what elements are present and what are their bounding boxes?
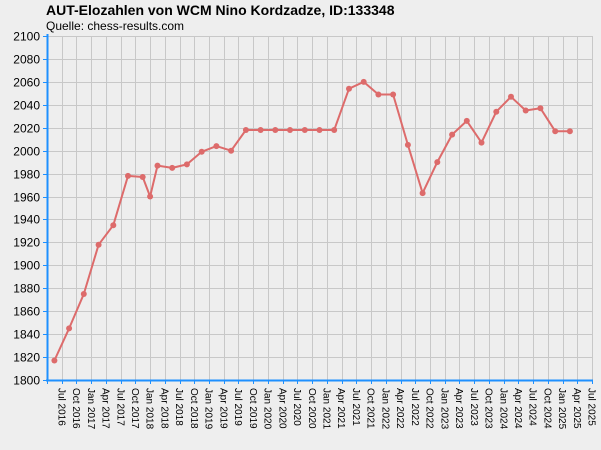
x-tick-label: Jul 2025 [586,388,597,426]
data-point [110,222,117,229]
x-tick-label: Jul 2021 [350,388,361,426]
data-points [51,78,573,364]
data-point [360,78,367,85]
data-point [390,91,397,98]
chart-source: Quelle: chess-results.com [46,19,185,33]
data-point [66,325,73,332]
x-tick-label: Jan 2021 [321,388,332,430]
y-tick-label: 2020 [13,122,40,136]
x-tick-label: Oct 2021 [365,388,376,429]
x-tick-label: Oct 2016 [70,388,81,429]
x-tick-label: Apr 2024 [512,388,523,429]
data-point [51,357,58,364]
data-point [478,139,485,146]
data-point [537,105,544,112]
data-point [301,127,308,133]
data-point [434,159,441,166]
data-point [95,241,102,248]
data-point [139,174,146,180]
x-tick-label: Oct 2020 [306,388,317,429]
data-point [508,93,514,100]
x-tick-label: Oct 2017 [129,388,140,429]
data-point [566,128,573,135]
data-point [183,161,190,168]
data-point [463,117,470,124]
data-point [419,190,426,197]
data-point [228,147,235,154]
x-tick-label: Jul 2019 [232,388,243,426]
y-tick-label: 1980 [13,168,40,182]
y-tick-label: 2000 [13,145,40,159]
x-tick-label: Apr 2025 [571,388,582,429]
x-tick-label: Oct 2019 [247,388,258,429]
x-tick-label: Oct 2018 [188,388,199,429]
y-tick-label: 1940 [13,213,40,227]
data-point [154,162,161,169]
data-point [80,291,87,297]
data-point [213,143,220,150]
x-tick-labels: Jul 2016 Oct 2016 Jan 2017 Apr 2017 Jul 2017… [55,388,596,430]
y-tick-label: 1920 [13,236,40,250]
data-point [147,193,154,200]
data-point [449,131,456,138]
x-tick-label: Jul 2016 [55,388,66,426]
x-tick-label: Jul 2020 [291,388,302,426]
x-tick-label: Jan 2024 [497,388,508,430]
data-point [493,108,500,115]
x-tick-label: Oct 2023 [483,388,494,429]
y-tick-labels: 1800 1820 1840 1860 1880 1900 1920 1940 1960 1980… [13,30,40,388]
x-tick-label: Jul 2017 [114,388,125,426]
data-point [346,85,352,92]
y-tick-label: 2100 [13,30,40,44]
data-point [257,127,264,133]
data-point [198,148,205,155]
y-tick-label: 1860 [13,305,40,319]
x-tick-label: Oct 2024 [541,388,552,429]
data-point [331,127,338,133]
data-point [242,127,249,133]
x-tick-label: Jan 2017 [85,388,96,430]
x-tick-label: Oct 2022 [424,388,435,429]
data-point [404,141,411,148]
x-tick-label: Apr 2019 [217,388,228,429]
x-tick-label: Jul 2023 [468,388,479,426]
x-tick-label: Jul 2024 [527,388,538,426]
data-point [125,172,131,179]
y-tick-label: 1960 [13,191,40,205]
y-tick-label: 1900 [13,259,40,273]
x-tick-label: Jan 2023 [438,388,449,430]
data-point [316,127,323,133]
y-tick-label: 2040 [13,99,40,113]
data-point [552,128,559,135]
y-tick-label: 1880 [13,282,40,296]
x-tick-label: Jul 2018 [173,388,184,426]
grid [47,36,593,381]
y-tick-label: 1820 [13,351,40,365]
data-point [375,91,382,98]
data-point [287,127,293,133]
x-tick-label: Apr 2018 [158,388,169,429]
data-point [169,164,176,171]
y-tick-label: 1840 [13,328,40,342]
y-tick-label: 2060 [13,76,40,90]
x-tick-label: Jan 2025 [556,388,567,430]
x-tick-label: Apr 2023 [453,388,464,429]
x-tick-label: Jan 2020 [262,388,273,430]
x-tick-label: Jan 2022 [379,388,390,430]
x-tick-label: Jan 2019 [203,388,214,430]
chart-title: AUT-Elozahlen von WCM Nino Kordzadze, ID… [46,2,395,18]
axes [43,34,593,384]
y-tick-label: 1800 [13,374,40,388]
x-tick-label: Jul 2022 [409,388,420,426]
data-point [272,127,279,133]
x-tick-label: Apr 2021 [335,388,346,429]
x-tick-label: Apr 2022 [394,388,405,429]
data-point [522,107,529,114]
x-tick-label: Apr 2020 [276,388,287,429]
y-tick-label: 2080 [13,53,40,67]
x-tick-label: Apr 2017 [100,388,111,429]
x-tick-label: Jan 2018 [144,388,155,430]
